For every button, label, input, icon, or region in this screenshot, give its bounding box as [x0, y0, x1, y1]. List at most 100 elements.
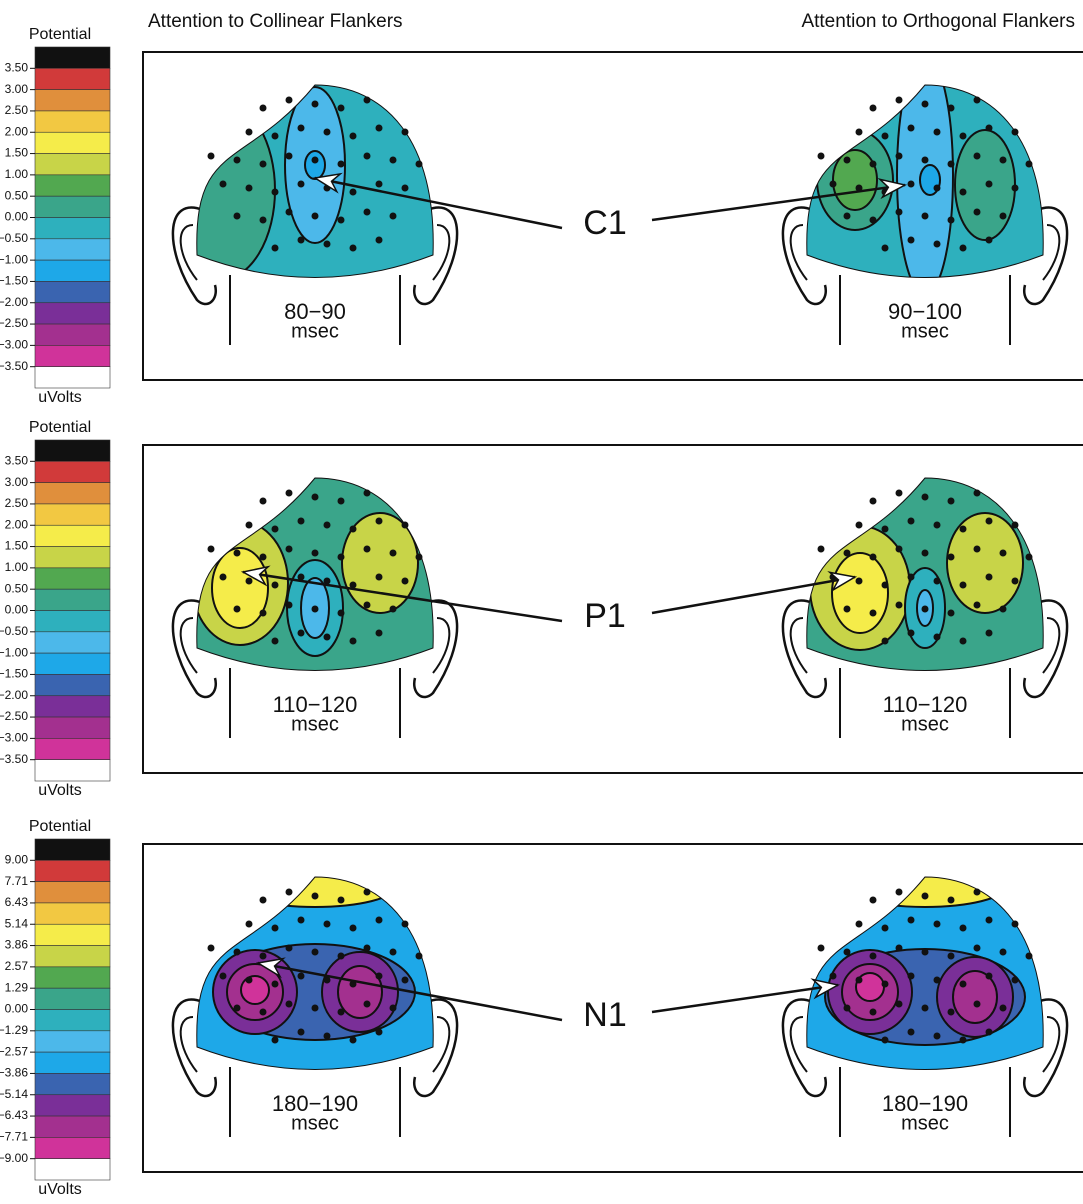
electrode [245, 128, 253, 136]
electrode [973, 545, 981, 553]
electrode [959, 525, 967, 533]
contour [946, 512, 1024, 614]
color-cell [34, 759, 111, 782]
color-cell [34, 174, 111, 197]
tick-label: −9.00 [0, 1151, 28, 1165]
electrode [401, 521, 409, 529]
arrow-head [827, 571, 858, 593]
color-cell [34, 1158, 111, 1181]
electrode [855, 920, 863, 928]
color-cell [34, 1051, 111, 1074]
tick-label: −2.57 [0, 1044, 28, 1058]
electrode [895, 208, 903, 216]
color-cell [34, 674, 111, 697]
tick-label: −5.14 [0, 1087, 28, 1101]
electrode [363, 208, 371, 216]
electrode [855, 577, 863, 585]
tick-label: −3.86 [0, 1066, 28, 1080]
electrode [375, 629, 383, 637]
tick-label: −2.50 [0, 316, 28, 330]
electrode [959, 1036, 967, 1044]
electrode [233, 1004, 241, 1012]
color-cell [34, 46, 111, 69]
contour [234, 877, 396, 908]
tick-label: 2.00 [5, 124, 29, 138]
electrode [233, 212, 241, 220]
electrode [907, 972, 915, 980]
electrode [1011, 920, 1019, 928]
electrode [271, 1036, 279, 1044]
color-cell [34, 987, 111, 1010]
tick-label: 3.86 [5, 938, 29, 952]
electrode [973, 152, 981, 160]
ear-inner [179, 1016, 198, 1073]
electrode [259, 609, 267, 617]
electrode [285, 208, 293, 216]
contour [240, 975, 270, 1005]
color-cell [34, 902, 111, 925]
tick-label: 3.50 [5, 60, 29, 74]
tick-label: −1.50 [0, 667, 28, 681]
time-range: 180−190 [272, 1091, 358, 1116]
electrode [829, 972, 837, 980]
color-cell [34, 68, 111, 90]
tick-label: 1.50 [5, 146, 29, 160]
electrode [311, 493, 319, 501]
electrode [843, 156, 851, 164]
time-unit: msec [291, 713, 339, 735]
electrode [259, 216, 267, 224]
electrode [1011, 521, 1019, 529]
electrode [349, 244, 357, 252]
scalp-map [196, 478, 434, 671]
electrode [985, 236, 993, 244]
color-cell [34, 1073, 111, 1096]
electrode [869, 216, 877, 224]
electrode [259, 104, 267, 112]
electrode [285, 944, 293, 952]
electrode [349, 581, 357, 589]
electrode [933, 521, 941, 529]
electrode [959, 244, 967, 252]
electrode [297, 972, 305, 980]
color-cell [34, 738, 111, 760]
ear-inner [179, 224, 198, 281]
color-cell [34, 110, 111, 133]
electrode [363, 888, 371, 896]
color-cell [34, 1094, 111, 1117]
electrode [349, 1036, 357, 1044]
tick-label: 2.50 [5, 496, 29, 510]
electrode [907, 517, 915, 525]
tick-label: −0.50 [0, 231, 28, 245]
electrode [843, 549, 851, 557]
contour [832, 149, 878, 211]
electrode [947, 553, 955, 561]
electrode [985, 1028, 993, 1036]
electrode [947, 497, 955, 505]
tick-label: 0.00 [5, 210, 29, 224]
electrode [921, 493, 929, 501]
electrode [1011, 577, 1019, 585]
tick-label: 5.14 [5, 916, 29, 930]
electrode [973, 208, 981, 216]
electrode [973, 96, 981, 104]
electrode [895, 601, 903, 609]
electrode [843, 212, 851, 220]
electrode [311, 605, 319, 613]
time-range: 180−190 [882, 1091, 968, 1116]
electrode [349, 637, 357, 645]
tick-label: 2.50 [5, 103, 29, 117]
electrode [869, 1008, 877, 1016]
color-cell [34, 1030, 111, 1053]
electrode [285, 545, 293, 553]
electrode [259, 896, 267, 904]
color-cell [34, 567, 111, 590]
electrode [881, 980, 889, 988]
tick-label: −1.00 [0, 645, 28, 659]
color-cell [34, 716, 111, 739]
electrode [1025, 952, 1033, 960]
electrode [985, 573, 993, 581]
electrode [869, 160, 877, 168]
color-cell [34, 131, 111, 154]
electrode [843, 948, 851, 956]
electrode [959, 132, 967, 140]
